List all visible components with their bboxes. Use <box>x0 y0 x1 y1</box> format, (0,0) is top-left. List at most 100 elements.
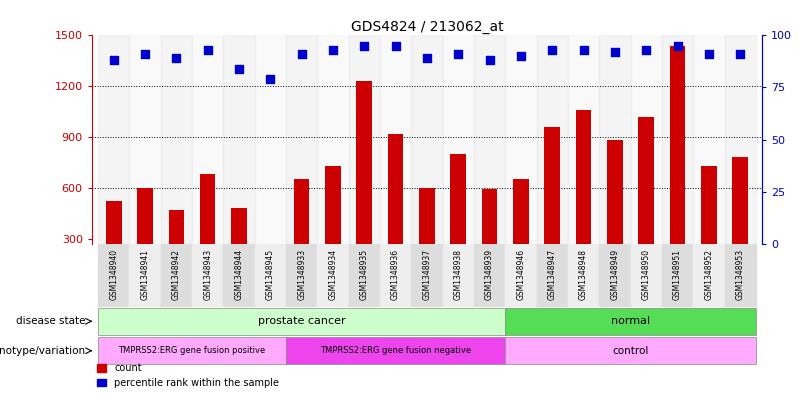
Point <box>421 55 433 61</box>
Text: disease state: disease state <box>16 316 85 326</box>
Bar <box>129 244 160 307</box>
Bar <box>192 35 223 244</box>
Bar <box>325 166 341 289</box>
Text: GSM1348950: GSM1348950 <box>642 249 650 300</box>
Bar <box>286 35 318 244</box>
Bar <box>599 35 630 244</box>
Point <box>358 42 370 49</box>
Text: GSM1348941: GSM1348941 <box>140 249 149 300</box>
Point <box>326 47 339 53</box>
Bar <box>630 35 662 244</box>
Bar <box>411 35 443 244</box>
Bar <box>505 35 536 244</box>
Point <box>232 66 245 72</box>
Bar <box>380 35 411 244</box>
Point <box>702 51 715 57</box>
Bar <box>630 244 662 307</box>
Bar <box>450 154 466 289</box>
Text: GSM1348934: GSM1348934 <box>329 249 338 300</box>
Bar <box>388 134 404 289</box>
Text: GSM1348945: GSM1348945 <box>266 249 275 300</box>
Text: GSM1348942: GSM1348942 <box>172 249 181 300</box>
Bar <box>505 244 536 307</box>
Text: GSM1348940: GSM1348940 <box>109 249 118 300</box>
Bar <box>670 46 685 289</box>
Title: GDS4824 / 213062_at: GDS4824 / 213062_at <box>350 20 504 34</box>
Bar <box>357 81 372 289</box>
Bar <box>200 174 215 289</box>
Bar <box>380 244 411 307</box>
Text: GSM1348936: GSM1348936 <box>391 249 400 300</box>
Bar <box>98 35 129 244</box>
Text: GSM1348953: GSM1348953 <box>736 249 745 300</box>
Legend: count, percentile rank within the sample: count, percentile rank within the sample <box>97 363 279 388</box>
Bar <box>160 244 192 307</box>
Bar <box>411 244 443 307</box>
Point <box>264 76 277 82</box>
Bar <box>662 35 693 244</box>
Text: TMPRSS2:ERG gene fusion negative: TMPRSS2:ERG gene fusion negative <box>320 346 471 355</box>
Bar <box>544 127 560 289</box>
Text: GSM1348943: GSM1348943 <box>203 249 212 300</box>
Text: normal: normal <box>611 316 650 326</box>
Bar <box>286 244 318 307</box>
Text: GSM1348939: GSM1348939 <box>485 249 494 300</box>
Text: GSM1348947: GSM1348947 <box>547 249 557 300</box>
Bar <box>231 208 247 289</box>
Text: GSM1348933: GSM1348933 <box>297 249 306 300</box>
Bar <box>168 210 184 289</box>
Bar <box>223 35 255 244</box>
Bar <box>482 189 497 289</box>
Bar <box>263 244 279 289</box>
Bar <box>568 35 599 244</box>
Bar <box>98 308 505 334</box>
Point <box>170 55 183 61</box>
Bar <box>443 35 474 244</box>
Bar <box>474 244 505 307</box>
Point <box>609 49 622 55</box>
Bar <box>223 244 255 307</box>
Text: GSM1348946: GSM1348946 <box>516 249 525 300</box>
Point <box>201 47 214 53</box>
Point <box>546 47 559 53</box>
Bar <box>568 244 599 307</box>
Bar <box>505 308 756 334</box>
Bar <box>725 35 756 244</box>
Bar <box>662 244 693 307</box>
Bar <box>98 244 129 307</box>
Text: control: control <box>612 346 649 356</box>
Point <box>734 51 747 57</box>
Bar <box>98 338 286 364</box>
Text: GSM1348948: GSM1348948 <box>579 249 588 300</box>
Bar <box>294 179 310 289</box>
Point <box>452 51 464 57</box>
Bar <box>129 35 160 244</box>
Bar <box>693 35 725 244</box>
Bar <box>160 35 192 244</box>
Bar <box>318 244 349 307</box>
Text: GSM1348949: GSM1348949 <box>610 249 619 300</box>
Point <box>139 51 152 57</box>
Bar <box>474 35 505 244</box>
Bar <box>693 244 725 307</box>
Text: GSM1348952: GSM1348952 <box>705 249 713 300</box>
Text: GSM1348938: GSM1348938 <box>454 249 463 300</box>
Bar <box>505 338 756 364</box>
Point <box>577 47 590 53</box>
Bar <box>137 188 153 289</box>
Text: GSM1348937: GSM1348937 <box>422 249 432 300</box>
Text: GSM1348944: GSM1348944 <box>235 249 243 300</box>
Bar <box>599 244 630 307</box>
Bar <box>255 244 286 307</box>
Bar <box>255 35 286 244</box>
Point <box>671 42 684 49</box>
Bar <box>106 201 121 289</box>
Bar <box>443 244 474 307</box>
Bar <box>513 179 529 289</box>
Text: TMPRSS2:ERG gene fusion positive: TMPRSS2:ERG gene fusion positive <box>118 346 266 355</box>
Point <box>484 57 496 64</box>
Bar <box>575 110 591 289</box>
Point <box>107 57 120 64</box>
Text: GSM1348935: GSM1348935 <box>360 249 369 300</box>
Point <box>515 53 527 59</box>
